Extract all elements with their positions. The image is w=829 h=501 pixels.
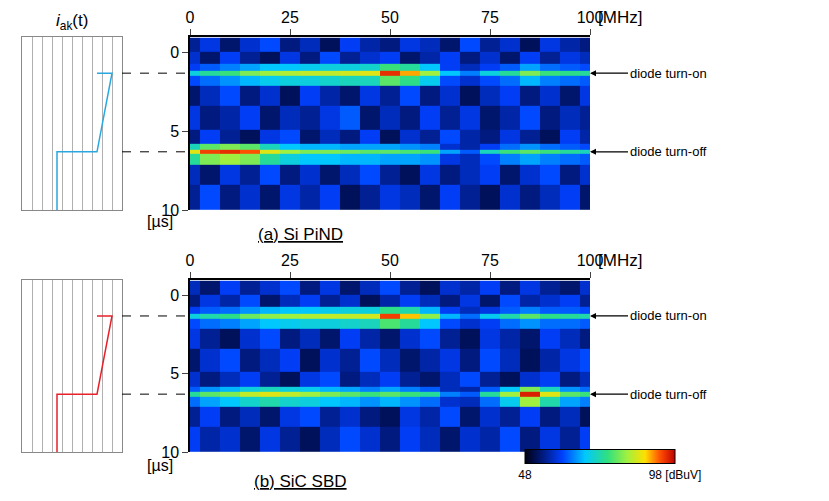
svg-text:diode turn-off: diode turn-off xyxy=(630,387,707,402)
svg-text:98 [dBuV]: 98 [dBuV] xyxy=(649,468,702,482)
svg-text:i​ak​(t): i​ak​(t) xyxy=(56,11,88,33)
svg-text:25: 25 xyxy=(281,252,299,269)
svg-text:5: 5 xyxy=(170,365,179,382)
svg-text:0: 0 xyxy=(170,44,179,61)
svg-text:[MHz]: [MHz] xyxy=(598,251,642,270)
svg-text:[µs]: [µs] xyxy=(147,457,173,474)
svg-text:0: 0 xyxy=(186,252,195,269)
svg-text:100: 100 xyxy=(577,252,604,269)
svg-text:0: 0 xyxy=(170,287,179,304)
svg-text:diode turn-on: diode turn-on xyxy=(630,66,707,81)
svg-text:48: 48 xyxy=(518,468,532,482)
svg-text:5: 5 xyxy=(170,123,179,140)
svg-text:diode turn-on: diode turn-on xyxy=(630,308,707,323)
svg-text:10: 10 xyxy=(161,444,179,461)
svg-text:(a) Si PiND: (a) Si PiND xyxy=(258,225,343,244)
svg-text:[µs]: [µs] xyxy=(147,213,173,230)
svg-text:75: 75 xyxy=(481,9,499,26)
svg-text:75: 75 xyxy=(481,252,499,269)
svg-text:10: 10 xyxy=(161,202,179,219)
svg-text:100: 100 xyxy=(577,9,604,26)
svg-text:50: 50 xyxy=(381,252,399,269)
svg-text:0: 0 xyxy=(186,9,195,26)
svg-text:diode turn-off: diode turn-off xyxy=(630,144,707,159)
svg-text:(b) SiC SBD: (b) SiC SBD xyxy=(254,472,347,491)
svg-text:50: 50 xyxy=(381,9,399,26)
svg-text:[MHz]: [MHz] xyxy=(598,8,642,27)
svg-text:25: 25 xyxy=(281,9,299,26)
